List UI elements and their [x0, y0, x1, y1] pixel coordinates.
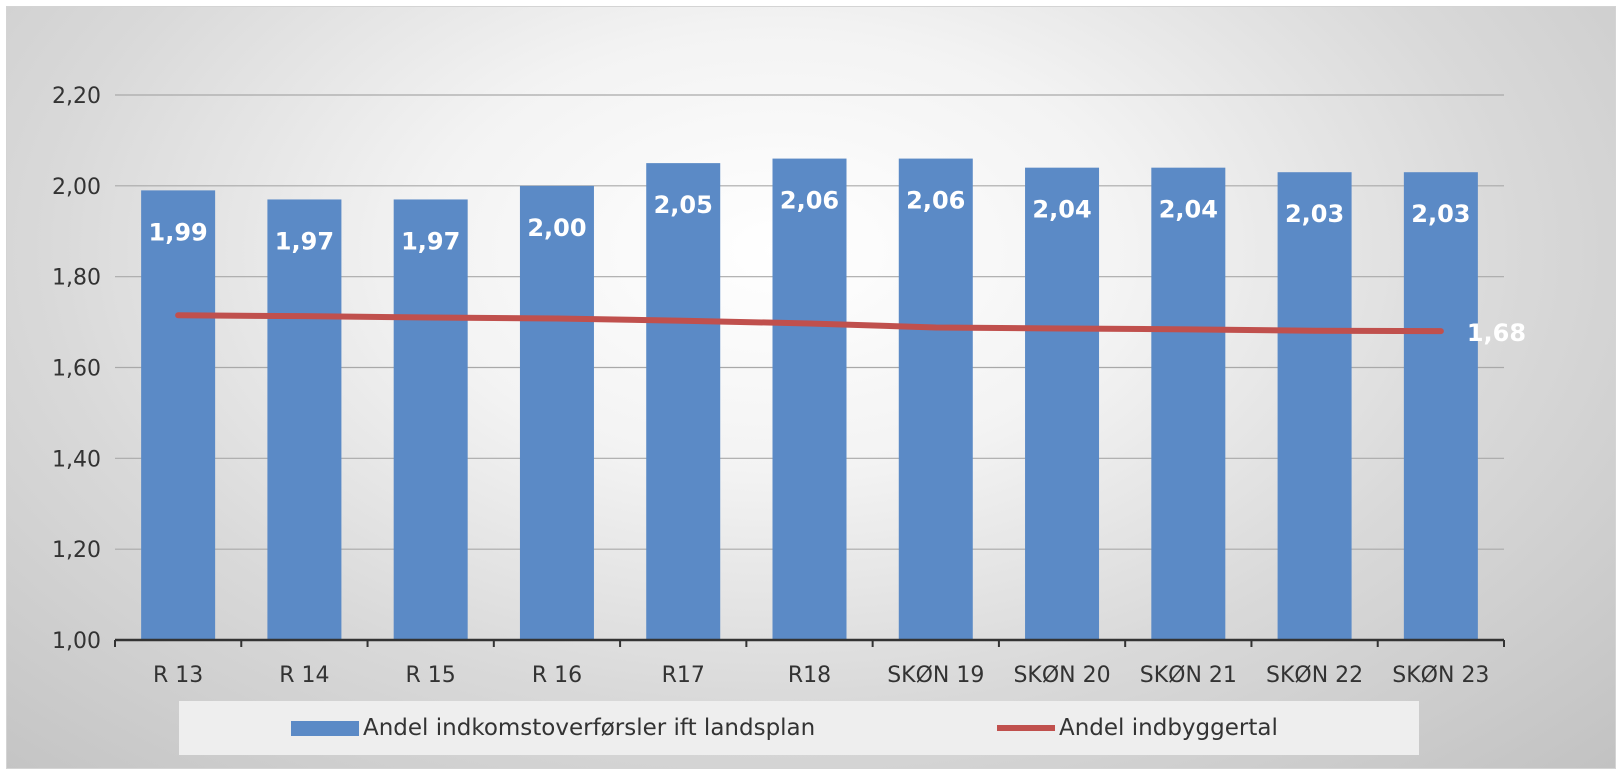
- y-tick-label: 1,00: [52, 629, 101, 654]
- bar-data-label: 2,04: [1159, 196, 1218, 224]
- x-tick-label: SKØN 23: [1392, 663, 1489, 688]
- bar: [772, 158, 847, 641]
- chart-area: 1,00 1,20 1,40 1,60 1,80 2,00 2,20 1,99 1,97 1,97…: [6, 6, 1616, 769]
- combo-chart: 1,00 1,20 1,40 1,60 1,80 2,00 2,20 1,99 1,97 1,97…: [52, 84, 1526, 688]
- line-series: [175, 312, 1444, 335]
- y-tick-label: 1,40: [52, 447, 101, 472]
- legend-label-line: Andel indbyggertal: [1059, 715, 1278, 741]
- bar-data-label: 2,00: [527, 214, 586, 242]
- x-tick-label: SKØN 22: [1266, 663, 1363, 688]
- legend-line-swatch: [997, 725, 1055, 731]
- legend-item-bars: Andel indkomstoverførsler ift landsplan: [291, 701, 815, 755]
- bar: [393, 199, 468, 641]
- bar-data-label: 1,97: [275, 227, 334, 255]
- y-tick-label: 1,80: [52, 266, 101, 291]
- bar: [1151, 167, 1226, 640]
- bar-data-label: 2,06: [780, 187, 839, 215]
- x-tick-label: R 14: [279, 663, 329, 688]
- x-tick-label: SKØN 21: [1140, 663, 1237, 688]
- bar: [519, 185, 594, 641]
- x-tick-label: R 13: [153, 663, 203, 688]
- bar-data-label: 2,04: [1032, 196, 1091, 224]
- bar: [646, 163, 721, 640]
- bar-data-label: 1,97: [401, 227, 460, 255]
- bar-data-label: 1,99: [149, 218, 208, 246]
- bar-data-label: 2,03: [1285, 200, 1344, 228]
- bar: [1403, 172, 1478, 641]
- bar-data-label: 2,06: [906, 187, 965, 215]
- bar: [1277, 172, 1352, 641]
- x-tick-label: R17: [662, 663, 705, 688]
- legend: Andel indkomstoverførsler ift landsplan …: [179, 701, 1419, 755]
- bar-data-label: 2,03: [1411, 200, 1470, 228]
- x-tick-label: R18: [788, 663, 831, 688]
- bar: [267, 199, 342, 641]
- bar-data-label: 2,05: [654, 191, 713, 219]
- x-tick-label: SKØN 20: [1013, 663, 1110, 688]
- y-tick-label: 1,20: [52, 538, 101, 563]
- x-tick-label: SKØN 19: [887, 663, 984, 688]
- x-tick-label: R 15: [406, 663, 456, 688]
- bar: [1025, 167, 1100, 640]
- legend-label-bars: Andel indkomstoverførsler ift landsplan: [363, 715, 816, 741]
- y-tick-label: 2,00: [52, 175, 101, 200]
- y-tick-label: 1,60: [52, 357, 101, 382]
- x-tick-label: R 16: [532, 663, 582, 688]
- legend-bar-swatch: [291, 720, 359, 736]
- bar: [141, 190, 216, 640]
- legend-item-line: Andel indbyggertal: [997, 701, 1278, 755]
- bar: [898, 158, 973, 641]
- y-tick-label: 2,20: [52, 84, 101, 109]
- line-end-label: 1,68: [1467, 319, 1526, 347]
